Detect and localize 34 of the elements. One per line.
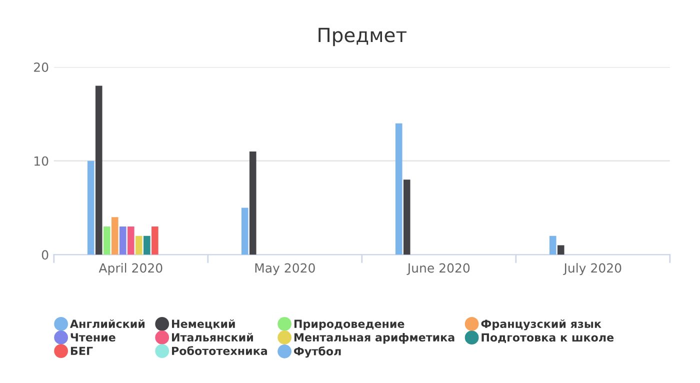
bar xyxy=(87,160,94,255)
bar xyxy=(111,217,118,255)
bar xyxy=(136,236,142,255)
legend-label: Подготовка к школе xyxy=(482,333,614,344)
legend-label: Итальянский xyxy=(172,332,253,342)
x-tick-label: May 2020 xyxy=(255,263,315,276)
legend-label: БЕГ xyxy=(70,346,93,355)
x-tick-label: July 2020 xyxy=(563,263,622,276)
legend-label: Французский язык xyxy=(481,319,602,330)
legend-label: Чтение xyxy=(70,333,116,342)
legend-label: Ментальная арифметика xyxy=(294,332,454,344)
bar xyxy=(241,208,248,255)
legend-label: Робототехника xyxy=(172,346,267,356)
bar xyxy=(403,180,410,255)
legend-label: Природоведение xyxy=(294,320,404,330)
bar xyxy=(152,226,158,255)
bar xyxy=(144,236,150,255)
bar xyxy=(395,123,402,255)
bar xyxy=(103,226,110,255)
y-tick-label: 20 xyxy=(34,62,48,72)
bar xyxy=(549,236,556,255)
x-tick-label: April 2020 xyxy=(98,263,162,276)
bar xyxy=(95,86,102,255)
legend-label: Английский xyxy=(70,319,144,328)
x-tick-label: June 2020 xyxy=(406,263,470,276)
y-tick-label: 10 xyxy=(34,156,48,166)
legend-label: Футбол xyxy=(294,346,341,358)
chart-title: Предмет xyxy=(318,28,406,46)
y-tick-label: 0 xyxy=(42,250,48,260)
legend-label: Немецкий xyxy=(172,319,235,330)
bar xyxy=(249,151,256,255)
bar xyxy=(127,226,134,255)
bar xyxy=(557,245,564,255)
bar xyxy=(119,226,126,255)
